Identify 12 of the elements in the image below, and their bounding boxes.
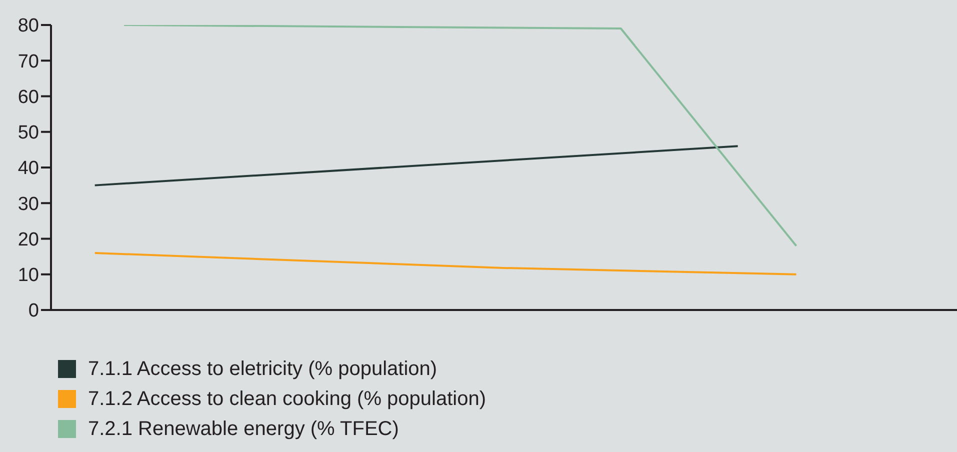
y-tick-label: 70 <box>18 51 39 72</box>
legend-label: 7.2.1 Renewable energy (% TFEC) <box>88 417 399 442</box>
y-tick-label: 20 <box>18 229 39 250</box>
legend-label: 7.1.2 Access to clean cooking (% population) <box>88 387 486 412</box>
y-tick-label: 10 <box>18 265 39 286</box>
legend-label: 7.1.1 Access to eletricity (% population) <box>88 357 438 382</box>
y-tick-label: 50 <box>18 122 39 144</box>
y-tick-label: 60 <box>18 86 39 108</box>
y-tick-label: 80 <box>18 16 39 37</box>
y-tick-label: 40 <box>18 158 39 180</box>
y-tick-label: 30 <box>18 194 39 215</box>
y-tick-label: 0 <box>28 300 39 322</box>
